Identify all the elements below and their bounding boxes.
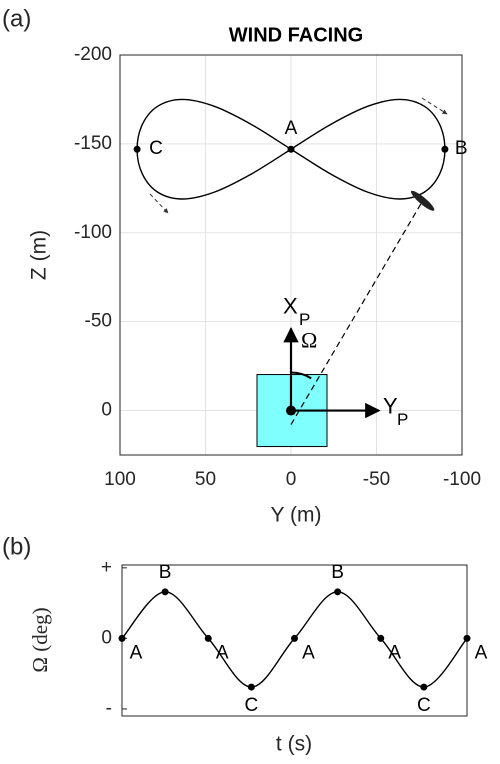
- point-label: B: [455, 138, 468, 159]
- y-tick-label: -200: [74, 44, 112, 65]
- point: [334, 588, 342, 596]
- point-label: A: [302, 642, 315, 663]
- tether: [290, 200, 424, 425]
- y-tick-label: -150: [74, 133, 112, 154]
- panel-label: (b): [2, 533, 31, 560]
- panel-label: (a): [2, 5, 31, 32]
- frame-label-sub: P: [299, 310, 310, 329]
- path-point: [287, 145, 295, 153]
- x-axis-label: t (s): [276, 733, 312, 756]
- y-tick-label: 0: [101, 627, 112, 648]
- point: [204, 634, 212, 642]
- point: [420, 683, 428, 691]
- chart-title: WIND FACING: [229, 24, 363, 46]
- direction-arrow: [149, 193, 169, 214]
- y-axis-label: Z (m): [28, 230, 51, 280]
- direction-arrow: [421, 97, 448, 115]
- y-tick-label: -50: [85, 311, 112, 332]
- y-tick-label: -100: [74, 222, 112, 243]
- path-point: [441, 145, 449, 153]
- frame-label: X: [283, 293, 298, 318]
- point: [377, 634, 385, 642]
- point: [118, 634, 126, 642]
- point-label: C: [149, 138, 163, 159]
- point-label: C: [417, 695, 431, 716]
- x-tick-label: 50: [195, 469, 216, 490]
- point: [161, 588, 169, 596]
- kite: [410, 190, 435, 211]
- angle-label: Ω: [301, 328, 317, 353]
- x-tick-label: 100: [104, 469, 136, 490]
- x-tick-label: -100: [443, 469, 481, 490]
- point: [247, 683, 255, 691]
- path-point: [133, 145, 141, 153]
- x-tick-label: -50: [363, 469, 390, 490]
- plot-frame: [119, 54, 463, 456]
- y-axis-label: Ω (deg): [28, 607, 52, 672]
- point-label: B: [331, 562, 344, 583]
- point: [463, 634, 471, 642]
- x-axis-label: Y (m): [271, 504, 322, 527]
- y-tick-label: +: [101, 557, 112, 578]
- frame-label-sub: P: [397, 410, 408, 429]
- point: [291, 634, 298, 642]
- angle-arc: [290, 371, 312, 380]
- y-tick-label: 0: [101, 400, 112, 421]
- point-label: B: [159, 562, 172, 583]
- point-label: A: [388, 642, 401, 663]
- x-tick-label: 0: [286, 469, 297, 490]
- point-label: A: [285, 118, 298, 139]
- point-label: A: [475, 642, 488, 663]
- y-tick-label: -: [106, 698, 112, 719]
- point-label: A: [130, 642, 143, 663]
- point-label: C: [245, 695, 259, 716]
- origin-dot: [286, 405, 296, 416]
- point-label: A: [216, 642, 229, 663]
- frame-label: Y: [383, 393, 398, 418]
